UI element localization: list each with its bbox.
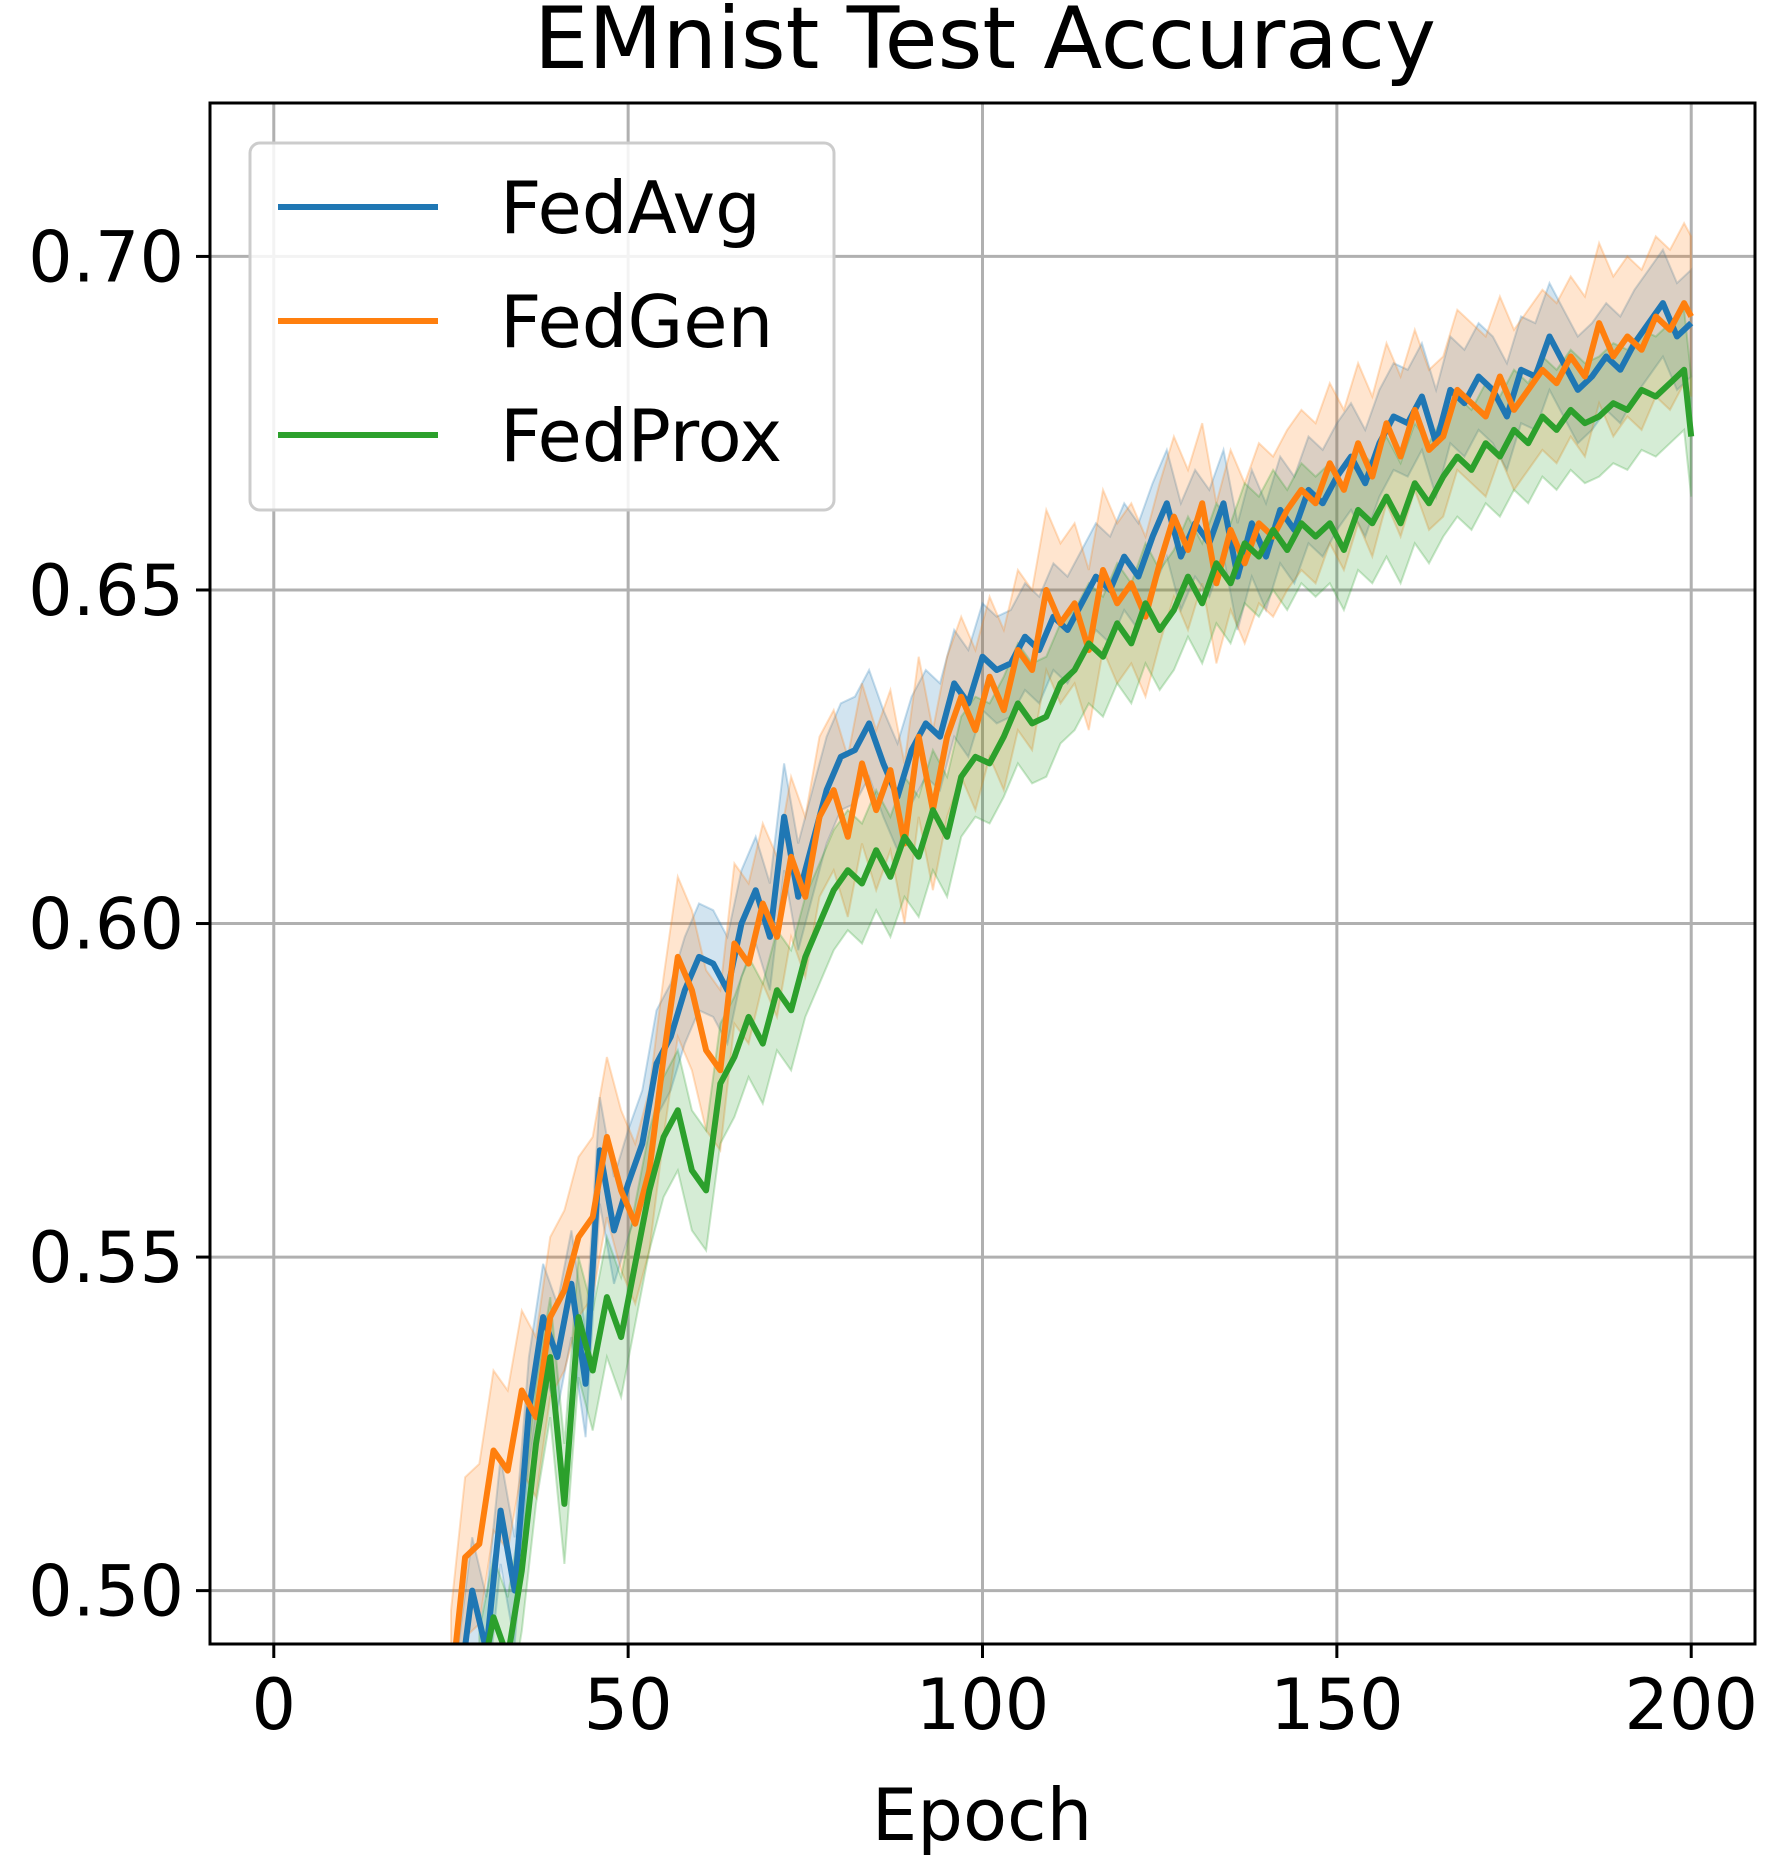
x-tick-label: 100 bbox=[916, 1664, 1050, 1746]
legend-label-fedavg: FedAvg bbox=[500, 166, 761, 250]
band-fedprox bbox=[478, 307, 1693, 1644]
legend-label-fedprox: FedProx bbox=[500, 394, 782, 478]
series-line-fedgen bbox=[452, 300, 1694, 1644]
x-axis-ticks: 0 50 100 150 200 bbox=[252, 1644, 1758, 1746]
x-axis-label: Epoch bbox=[872, 1773, 1092, 1857]
series-line-fedprox bbox=[485, 366, 1695, 1644]
chart-title: EMnist Test Accuracy bbox=[534, 0, 1436, 89]
x-tick-label: 50 bbox=[584, 1664, 673, 1746]
y-tick-label: 0.55 bbox=[28, 1217, 184, 1299]
legend: FedAvg FedGen FedProx bbox=[248, 141, 836, 512]
y-axis-ticks: 0.50 0.55 0.60 0.65 0.70 bbox=[28, 216, 210, 1633]
y-tick-label: 0.70 bbox=[28, 216, 184, 298]
band-fedavg bbox=[457, 247, 1693, 1644]
series-lines bbox=[452, 300, 1695, 1644]
x-tick-label: 0 bbox=[252, 1664, 297, 1746]
grid-lines bbox=[210, 103, 1755, 1644]
y-tick-label: 0.50 bbox=[28, 1551, 184, 1633]
x-tick-label: 200 bbox=[1624, 1664, 1758, 1746]
legend-box bbox=[248, 141, 836, 512]
x-tick-label: 150 bbox=[1270, 1664, 1404, 1746]
y-tick-label: 0.60 bbox=[28, 884, 184, 966]
y-tick-label: 0.65 bbox=[28, 550, 184, 632]
legend-label-fedgen: FedGen bbox=[500, 280, 773, 364]
